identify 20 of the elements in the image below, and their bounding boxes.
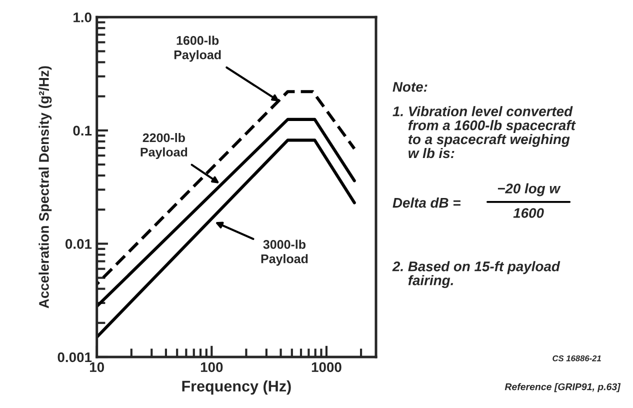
annotation: 2200-lb Payload	[140, 132, 188, 160]
y-tick-label: 0.01	[66, 239, 92, 249]
annotation: 1600-lb Payload	[174, 36, 221, 62]
y-axis-title: Acceleration Spectral Density (g²/Hz)	[38, 66, 52, 308]
x-axis-title: Frequency (Hz)	[182, 380, 291, 395]
text: 1600	[513, 208, 544, 218]
text: CS 16886-21	[552, 355, 601, 362]
text: 2. Based on 15-ft payload fairing.	[392, 261, 560, 288]
y-tick-label: 0.001	[58, 352, 92, 362]
y-tick-label: 1.0	[74, 12, 92, 22]
y-tick-label: 0.1	[73, 126, 92, 136]
x-tick-label: 1000	[312, 362, 342, 372]
text: Reference [GRIP91, p.63]	[504, 383, 621, 392]
text: 1. Vibration level converted from a 1600-lb spacecraft to a spacecraft weighing w lb is:	[392, 106, 576, 158]
x-tick-label: 10	[90, 362, 104, 372]
x-tick-label: 100	[200, 362, 223, 372]
text: Delta dB =	[392, 198, 460, 208]
text: Note:	[392, 82, 428, 92]
annotation: 3000-lb Payload	[261, 240, 308, 266]
text: −20 log w	[498, 183, 561, 196]
